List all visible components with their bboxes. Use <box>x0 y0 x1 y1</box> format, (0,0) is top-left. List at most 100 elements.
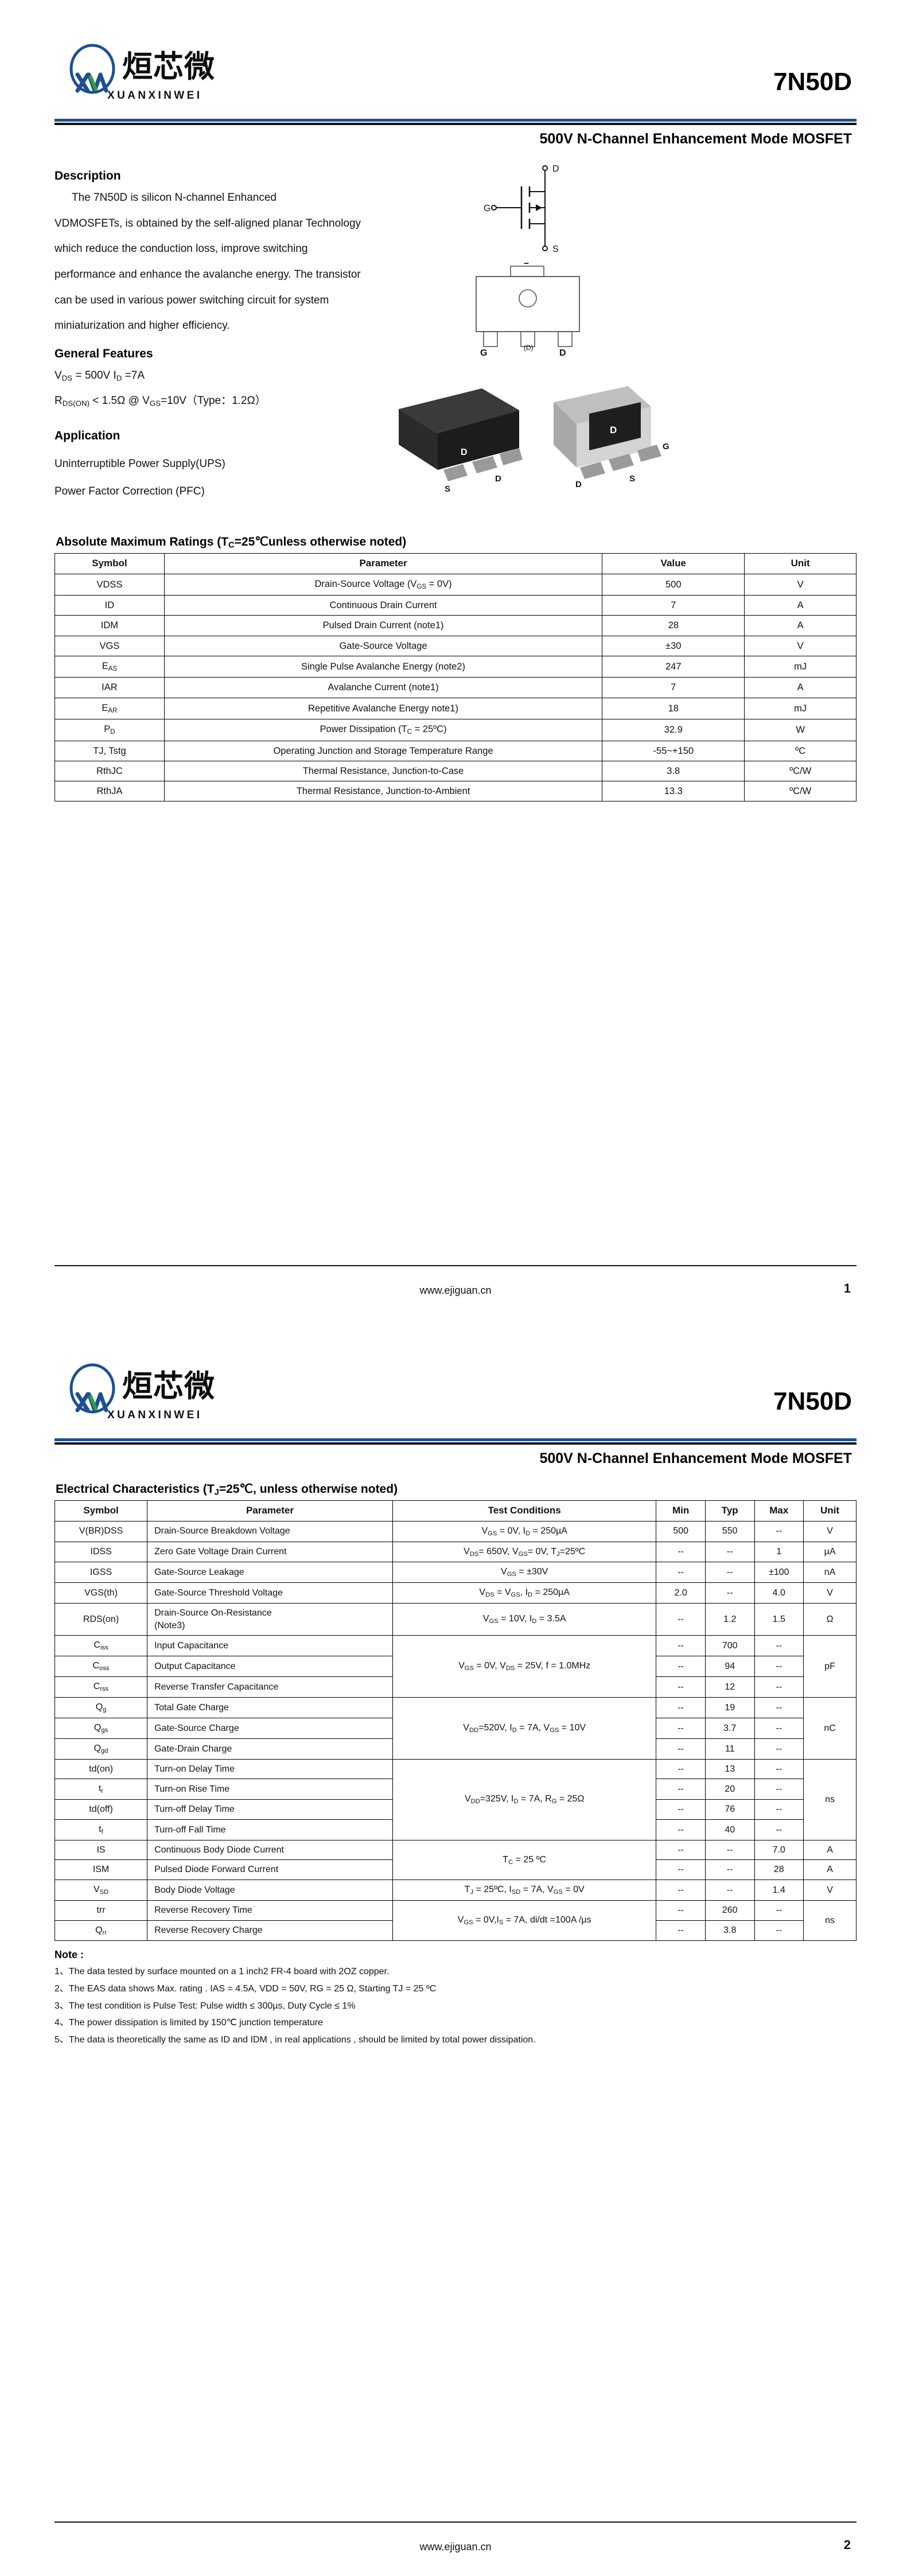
elec-cell-max: 1 <box>754 1541 804 1563</box>
feature-vds-post: =7A <box>122 369 145 382</box>
header-rule-dark <box>54 123 857 125</box>
elec-cell-parameter: Turn-off Delay Time <box>147 1799 393 1820</box>
elec-cell-max: -- <box>754 1758 804 1780</box>
electrical-characteristics-table: Symbol Parameter Test Conditions Min Typ… <box>54 1500 857 1941</box>
company-name-cn-2: 烜芯微 <box>122 1369 215 1404</box>
abs-max-table: Symbol Parameter Value Unit VDSS Drain-So… <box>54 552 857 802</box>
elec-cell-min: -- <box>656 1758 706 1780</box>
elec-cell-min: -- <box>656 1562 706 1583</box>
abs-max-cell-value: -55~+150 <box>602 740 745 761</box>
abs-max-cell-symbol: RthJC <box>54 760 165 782</box>
table-row: VGS Gate-Source Voltage ±30 V <box>54 635 857 656</box>
page-1-footer: www.ejiguan.cn 1 <box>54 1265 857 1297</box>
elec-cell-conditions: VGS = 10V, ID = 3.5A <box>392 1603 657 1636</box>
abs-max-title: Absolute Maximum Ratings (TC=25℃unless o… <box>56 535 857 550</box>
elec-cell-max: -- <box>754 1520 804 1542</box>
elec-cell-typ: 700 <box>704 1635 755 1657</box>
elec-cell-unit: nA <box>803 1562 857 1583</box>
elec-cell-max: 1.4 <box>754 1880 804 1901</box>
package-outline-drawing: D G (D) D <box>456 256 628 363</box>
xw-logo-icon-2 <box>66 1361 119 1414</box>
application-item-2: Power Factor Correction (PFC) <box>54 485 205 498</box>
feature-rds-post: =10V（Type：1.2Ω） <box>161 395 266 407</box>
abs-max-title-sub: C <box>228 540 235 550</box>
elec-cell-typ: 550 <box>704 1520 755 1542</box>
abs-max-cell-parameter: Continuous Drain Current <box>163 595 603 616</box>
elec-cell-symbol: ISM <box>54 1859 148 1881</box>
svg-text:D: D <box>524 263 530 266</box>
abs-max-cell-symbol: IAR <box>54 677 165 698</box>
table-row: RthJA Thermal Resistance, Junction-to-Amb… <box>54 781 857 802</box>
elec-cell-min: -- <box>656 1697 706 1719</box>
elec-cell-min: 500 <box>656 1520 706 1542</box>
elec-cell-parameter: Drain-Source Breakdown Voltage <box>147 1520 393 1542</box>
doc-subtitle-2: 500V N-Channel Enhancement Mode MOSFET <box>539 1450 852 1466</box>
footer-url-2[interactable]: www.ejiguan.cn <box>419 2541 492 2552</box>
elec-cell-symbol: tr <box>54 1779 148 1800</box>
svg-text:G: G <box>663 442 669 452</box>
elec-cell-unit: V <box>803 1582 857 1604</box>
elec-col-min: Min <box>656 1500 706 1522</box>
elec-cell-parameter: Gate-Source Charge <box>147 1718 393 1739</box>
elec-cell-max: -- <box>754 1819 804 1840</box>
part-number-2: 7N50D <box>773 1387 852 1415</box>
elec-cell-max: -- <box>754 1697 804 1719</box>
abs-max-cell-symbol: VDSS <box>54 573 165 596</box>
elec-cell-typ: -- <box>704 1859 755 1881</box>
abs-max-col-unit: Unit <box>744 552 857 574</box>
table-row: Qgd Gate-Drain Charge -- 11 -- <box>54 1738 857 1760</box>
elec-cell-symbol: IDSS <box>54 1541 148 1563</box>
page-2-footer: www.ejiguan.cn 2 <box>54 2521 857 2553</box>
abs-max-cell-symbol: ID <box>54 595 165 616</box>
package-photo-left: D S D <box>399 388 523 494</box>
note-item-4: 4、The power dissipation is limited by 15… <box>54 2018 323 2028</box>
company-name-en: XUANXINWEI <box>107 90 203 102</box>
abs-max-cell-symbol: EAS <box>54 655 165 678</box>
elec-cell-max: -- <box>754 1920 804 1941</box>
elec-cell-parameter: Gate-Source Leakage <box>147 1562 393 1583</box>
feature-vds-sub: DS <box>61 373 73 383</box>
elec-cell-symbol: Ciss <box>54 1635 148 1657</box>
elec-cell-min: -- <box>656 1900 706 1921</box>
description-line-2: VDMOSFETs, is obtained by the self-align… <box>54 217 361 229</box>
abs-max-cell-value: 28 <box>602 615 745 636</box>
elec-section: Electrical Characteristics (TJ=25℃, unle… <box>54 1482 857 1941</box>
elec-cell-parameter: Turn-on Rise Time <box>147 1779 393 1800</box>
feature-rdson-line: RDS(ON) < 1.5Ω @ VGS=10V（Type：1.2Ω） <box>54 388 376 414</box>
elec-header-row: Symbol Parameter Test Conditions Min Typ… <box>54 1500 857 1522</box>
elec-cell-symbol: td(off) <box>54 1799 148 1820</box>
table-row: tf Turn-off Fall Time -- 40 -- <box>54 1819 857 1840</box>
elec-cell-max: 1.5 <box>754 1603 804 1636</box>
elec-cell-min: -- <box>656 1656 706 1678</box>
elec-cell-unit: V <box>803 1520 857 1542</box>
table-row: VSD Body Diode Voltage TJ = 25ºC, ISD = 7A… <box>54 1880 857 1901</box>
elec-cell-min: -- <box>656 1799 706 1820</box>
feature-vds-line: VDS = 500V ID =7A <box>54 363 376 389</box>
abs-max-cell-unit: ºC/W <box>744 760 857 782</box>
svg-text:(D): (D) <box>524 344 534 352</box>
elec-title-post: =25℃, unless otherwise noted) <box>219 1482 398 1496</box>
table-row: IS Continuous Body Diode Current TC = 25 º… <box>54 1839 857 1881</box>
elec-cell-symbol: Qrr <box>54 1920 148 1941</box>
elec-cell-typ: -- <box>704 1582 755 1604</box>
table-row: RDS(on) Drain-Source On-Resistance (Note3… <box>54 1603 857 1636</box>
footer-url-1[interactable]: www.ejiguan.cn <box>419 1285 492 1296</box>
elec-cell-unit: ns <box>803 1900 857 1941</box>
elec-cell-typ: 13 <box>704 1758 755 1780</box>
abs-max-cell-parameter: Thermal Resistance, Junction-to-Ambient <box>163 781 603 802</box>
elec-cell-conditions: TJ = 25ºC, ISD = 7A, VGS = 0V <box>392 1880 657 1901</box>
elec-title: Electrical Characteristics (TJ=25℃, unle… <box>56 1482 857 1497</box>
elec-cell-min: 2.0 <box>656 1582 706 1604</box>
elec-col-conditions: Test Conditions <box>392 1500 657 1522</box>
abs-max-title-post: =25℃unless otherwise noted) <box>234 535 407 549</box>
table-row: IDM Pulsed Drain Current (note1) 28 A <box>54 615 857 636</box>
elec-cell-max: -- <box>754 1718 804 1739</box>
mosfet-symbol-diagram: D <box>473 161 605 270</box>
table-row: IGSS Gate-Source Leakage VGS = ±30V -- -- ±10… <box>54 1562 857 1583</box>
abs-max-col-parameter: Parameter <box>163 552 603 574</box>
elec-cell-conditions: VGS = 0V,IS = 7A, di/dt =100A /µs <box>392 1900 657 1941</box>
elec-cell-symbol: IS <box>54 1839 148 1861</box>
abs-max-title-pre: Absolute Maximum Ratings (T <box>56 535 229 549</box>
general-features-heading: General Features <box>54 347 153 360</box>
